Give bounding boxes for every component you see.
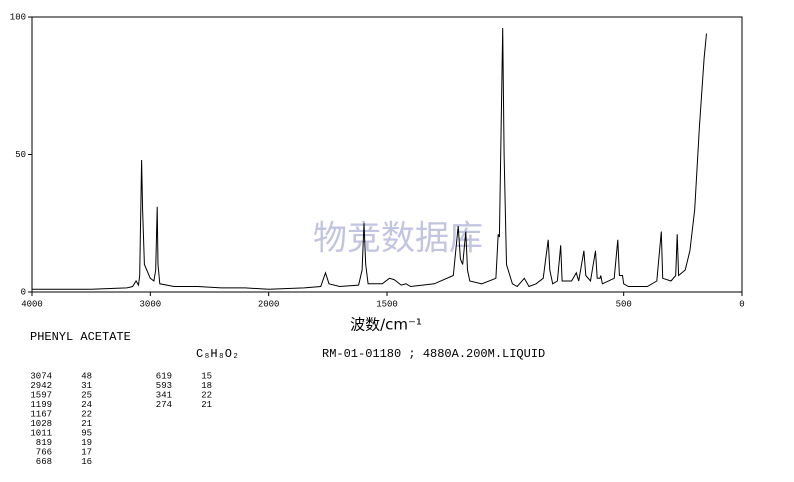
peak-intensity: 25 bbox=[81, 390, 92, 400]
peak-wavenumber: 1011 bbox=[30, 428, 52, 438]
x-tick-label: 0 bbox=[739, 299, 744, 309]
peak-intensity: 95 bbox=[81, 428, 92, 438]
peak-intensity: 17 bbox=[81, 447, 92, 457]
peak-wavenumber: 766 bbox=[36, 447, 52, 457]
peak-wavenumber: 1597 bbox=[30, 390, 52, 400]
compound-name: PHENYL ACETATE bbox=[30, 330, 131, 344]
y-tick-label: 100 bbox=[10, 12, 26, 22]
peak-intensity: 24 bbox=[81, 400, 92, 410]
sample-code: RM-01-01180 ; 4880A.200M.LIQUID bbox=[322, 347, 545, 361]
peak-intensity: 48 bbox=[81, 371, 92, 381]
peak-wavenumber: 1167 bbox=[30, 409, 52, 419]
peak-wavenumber: 668 bbox=[36, 457, 52, 467]
peak-wavenumber: 1028 bbox=[30, 419, 52, 429]
peak-wavenumber: 274 bbox=[156, 400, 172, 410]
x-tick-label: 4000 bbox=[21, 299, 43, 309]
y-tick-label: 0 bbox=[21, 287, 26, 297]
peak-wavenumber: 619 bbox=[156, 371, 172, 381]
peak-wavenumber: 1199 bbox=[30, 400, 52, 410]
peak-wavenumber: 3074 bbox=[30, 371, 52, 381]
peak-wavenumber: 341 bbox=[156, 390, 172, 400]
peak-intensity: 18 bbox=[201, 381, 212, 391]
peak-intensity: 22 bbox=[201, 390, 212, 400]
peak-wavenumber: 2942 bbox=[30, 381, 52, 391]
peak-intensity: 15 bbox=[201, 371, 212, 381]
x-tick-label: 1500 bbox=[376, 299, 398, 309]
x-tick-label: 2000 bbox=[258, 299, 280, 309]
peak-intensity: 21 bbox=[81, 419, 92, 429]
x-tick-label: 3000 bbox=[140, 299, 162, 309]
watermark: 物竞数据库 bbox=[313, 219, 483, 259]
y-tick-label: 50 bbox=[15, 150, 26, 160]
formula: C₈H₈O₂ bbox=[196, 347, 239, 361]
peak-intensity: 31 bbox=[81, 381, 92, 391]
peak-wavenumber: 593 bbox=[156, 381, 172, 391]
peak-intensity: 21 bbox=[201, 400, 212, 410]
spectrum-line bbox=[32, 27, 707, 290]
peak-intensity: 16 bbox=[81, 457, 92, 467]
peak-wavenumber: 819 bbox=[36, 438, 52, 448]
x-axis-label: 波数/cm⁻¹ bbox=[350, 316, 422, 334]
x-tick-label: 500 bbox=[616, 299, 632, 309]
peak-intensity: 19 bbox=[81, 438, 92, 448]
peak-intensity: 22 bbox=[81, 409, 92, 419]
